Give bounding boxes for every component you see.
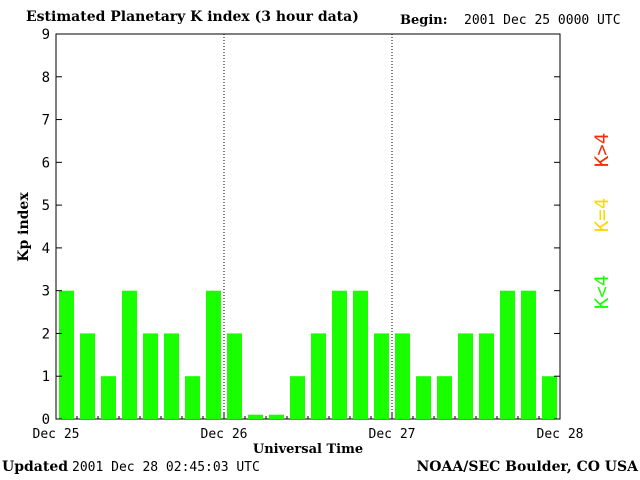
x-tick-label: Dec 28 (537, 427, 584, 442)
x-tick-label: Dec 26 (201, 427, 248, 442)
kp-bar (479, 333, 494, 419)
updated-value: 2001 Dec 28 02:45:03 UTC (72, 460, 260, 475)
kp-bar (542, 376, 557, 419)
y-tick-label: 9 (42, 27, 50, 43)
y-tick-label: 0 (42, 412, 50, 428)
legend-k-less-4: K<4 (591, 275, 613, 309)
kp-bar (437, 376, 452, 419)
x-tick-label: Dec 25 (33, 427, 80, 442)
y-tick-label: 1 (42, 369, 50, 385)
y-tick-label: 3 (42, 284, 50, 300)
kp-bar (374, 333, 389, 419)
kp-bar (185, 376, 200, 419)
kp-bar (332, 290, 347, 419)
bars (59, 290, 557, 419)
kp-bar (206, 290, 221, 419)
y-axis-ticks: 0 1 2 3 4 5 6 7 8 9 (42, 27, 560, 428)
chart-title: Estimated Planetary K index (3 hour data… (26, 9, 359, 25)
source-credit: NOAA/SEC Boulder, CO USA (416, 459, 639, 475)
kp-bar (164, 333, 179, 419)
kp-bar (521, 290, 536, 419)
kp-bar (353, 290, 368, 419)
day-separators (223, 34, 393, 419)
kp-bar (500, 290, 515, 419)
kp-bar (248, 414, 263, 419)
kp-bar (122, 290, 137, 419)
y-tick-label: 6 (42, 155, 50, 171)
kp-bar (416, 376, 431, 419)
x-axis-ticks: Dec 25 Dec 26 Dec 27 Dec 28 (33, 413, 584, 442)
kp-bar (458, 333, 473, 419)
kp-bar (269, 414, 284, 419)
legend-k-equal-4: K=4 (591, 198, 613, 232)
updated-label: Updated (2, 459, 69, 475)
kp-bar (143, 333, 158, 419)
x-axis-label: Universal Time (253, 442, 363, 457)
y-tick-label: 7 (42, 113, 50, 129)
kp-bar (311, 333, 326, 419)
x-tick-label: Dec 27 (369, 427, 416, 442)
y-tick-label: 5 (42, 198, 50, 214)
begin-label: Begin: (400, 13, 448, 28)
kp-bar (395, 333, 410, 419)
begin-value: 2001 Dec 25 0000 UTC (464, 13, 621, 28)
kp-bar (290, 376, 305, 419)
kp-bar (101, 376, 116, 419)
kp-bar (227, 333, 242, 419)
kp-bar (59, 290, 74, 419)
y-tick-label: 2 (42, 326, 50, 342)
y-tick-label: 4 (42, 241, 50, 257)
y-tick-label: 8 (42, 70, 50, 86)
kp-bar (80, 333, 95, 419)
y-axis-label: Kp index (16, 192, 32, 262)
legend-k-greater-4: K>4 (591, 133, 613, 167)
